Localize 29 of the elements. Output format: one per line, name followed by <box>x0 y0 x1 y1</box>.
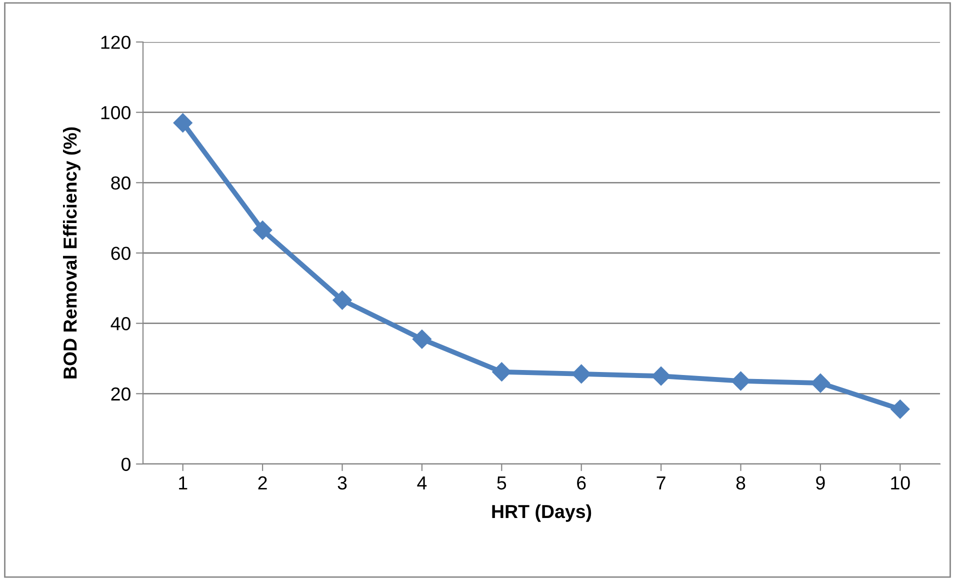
x-axis-title: HRT (Days) <box>492 504 592 522</box>
x-tick-label: 9 <box>816 476 825 490</box>
y-tick-label: 80 <box>111 176 130 190</box>
x-tick-label: 4 <box>417 476 427 490</box>
y-axis-title: BOD Removal Efficiency (%) <box>62 127 80 378</box>
x-tick-label: 6 <box>577 476 586 490</box>
point <box>173 113 192 132</box>
point <box>731 371 750 391</box>
x-tick-label: 8 <box>736 476 746 490</box>
point <box>412 330 432 349</box>
point <box>890 400 910 419</box>
point <box>253 220 272 240</box>
y-tick-label: 60 <box>111 246 130 260</box>
x-tick-label: 10 <box>891 476 910 490</box>
y-tick-label: 120 <box>101 36 130 49</box>
x-tick-label: 2 <box>258 476 267 490</box>
y-tick-label: 0 <box>122 458 130 471</box>
x-tick-label: 7 <box>656 476 666 490</box>
point <box>332 290 352 310</box>
point <box>652 366 671 386</box>
y-tick-label: 40 <box>110 317 130 330</box>
point <box>810 374 830 393</box>
x-tick-label: 1 <box>179 476 188 490</box>
x-tick-label: 5 <box>497 476 506 490</box>
point <box>492 362 512 382</box>
point <box>572 364 591 384</box>
y-tick-label: 100 <box>101 106 130 120</box>
y-tick-label: 20 <box>111 387 130 401</box>
x-tick-label: 3 <box>338 476 347 490</box>
